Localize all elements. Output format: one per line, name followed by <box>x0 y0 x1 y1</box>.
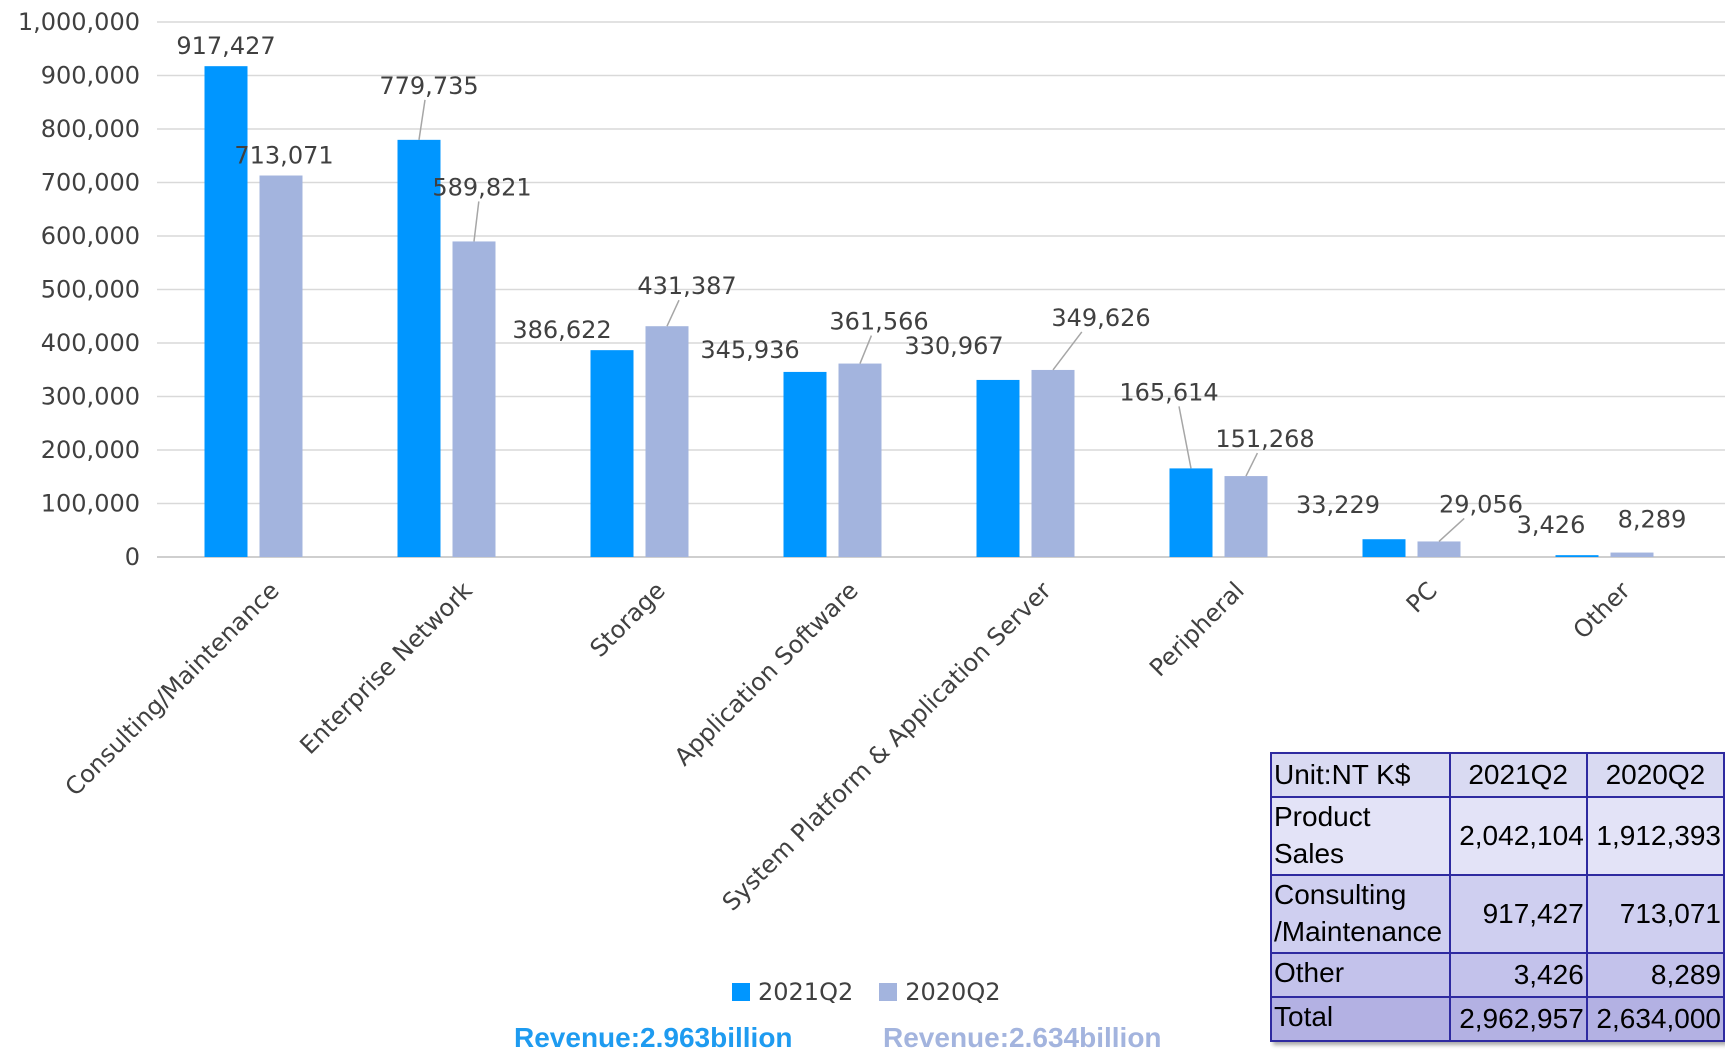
legend-swatch-2021 <box>732 983 750 1001</box>
data-label-2020Q2-6: 151,268 <box>1215 425 1314 453</box>
header-unit: Unit:NT K$ <box>1270 752 1451 798</box>
data-label-2021Q2-4: 345,936 <box>700 336 799 364</box>
row-label: Consulting /Maintenance <box>1270 874 1451 954</box>
bar-2021Q2-1 <box>204 66 248 558</box>
bar-2021Q2-7 <box>1362 539 1406 557</box>
y-tick-label: 800,000 <box>41 115 140 143</box>
data-label-2021Q2-5: 330,967 <box>904 332 1003 360</box>
summary-table: Unit:NT K$ 2021Q2 2020Q2 Product Sales 2… <box>1270 752 1725 1042</box>
data-labels: 917,427 713,071 779,735 589,821 386,622 431,3… <box>176 32 1687 543</box>
summary-row-consulting: Consulting /Maintenance 917,427 713,071 <box>1270 874 1725 954</box>
bar-2020Q2-1 <box>259 175 303 557</box>
y-tick-label: 600,000 <box>41 222 140 250</box>
gridlines <box>157 21 1725 558</box>
revenue-2020: Revenue:2.634billion <box>883 1022 1162 1053</box>
row-label: Other <box>1270 952 1451 998</box>
data-label-2020Q2-8: 8,289 <box>1618 506 1687 534</box>
y-tick-label: 0 <box>125 543 140 571</box>
y-tick-label: 700,000 <box>41 169 140 197</box>
data-label-2021Q2-7: 33,229 <box>1296 491 1380 519</box>
bar-2021Q2-5 <box>976 379 1020 557</box>
legend-label-2020: 2020Q2 <box>905 978 1001 1006</box>
data-label-2020Q2-2: 589,821 <box>432 173 531 201</box>
leader-line <box>666 299 680 327</box>
y-tick-label: 200,000 <box>41 436 140 464</box>
legend-item-2021: 2021Q2 <box>732 978 853 1006</box>
row-value-2020: 1,912,393 <box>1585 796 1725 876</box>
data-label-2020Q2-1: 713,071 <box>234 142 333 170</box>
y-tick-label: 900,000 <box>41 62 140 90</box>
bar-2021Q2-6 <box>1169 468 1213 557</box>
bar-2021Q2-4 <box>783 371 827 557</box>
header-2020: 2020Q2 <box>1585 752 1725 798</box>
bar-2020Q2-5 <box>1031 369 1075 557</box>
bar-2020Q2-4 <box>838 363 882 557</box>
revenue-2021: Revenue:2.963billion <box>514 1022 793 1053</box>
bar-2020Q2-6 <box>1224 476 1268 557</box>
data-label-2020Q2-7: 29,056 <box>1439 490 1523 518</box>
row-label: Product Sales <box>1270 796 1451 876</box>
bar-2020Q2-8 <box>1610 552 1654 557</box>
data-label-2021Q2-6: 165,614 <box>1119 378 1218 406</box>
leader-line <box>1178 406 1192 469</box>
summary-table-clip: Unit:NT K$ 2021Q2 2020Q2 Product Sales 2… <box>1270 750 1725 1055</box>
bar-2020Q2-3 <box>645 326 689 557</box>
leader-line <box>859 335 873 364</box>
data-label-2020Q2-5: 349,626 <box>1051 304 1150 332</box>
category-label-8: Other <box>1568 576 1636 644</box>
row-value-2020: 8,289 <box>1585 952 1725 998</box>
bar-2021Q2-8 <box>1555 555 1599 557</box>
leader-line <box>418 99 426 140</box>
leader-line <box>473 201 480 242</box>
legend: 2021Q2 2020Q2 <box>732 978 1001 1006</box>
summary-header-row: Unit:NT K$ 2021Q2 2020Q2 <box>1270 752 1725 798</box>
legend-item-2020: 2020Q2 <box>879 978 1001 1006</box>
summary-row-other: Other 3,426 8,289 <box>1270 952 1725 998</box>
category-label-4: Application Software <box>669 576 864 771</box>
bars <box>204 66 1654 558</box>
data-label-2021Q2-1: 917,427 <box>176 32 275 60</box>
row-value-2021: 2,042,104 <box>1448 796 1588 876</box>
category-label-3: Storage <box>585 576 671 662</box>
bar-2021Q2-2 <box>397 139 441 557</box>
header-2021: 2021Q2 <box>1448 752 1588 798</box>
row-label: Total <box>1270 996 1451 1042</box>
leader-line <box>1052 331 1083 371</box>
y-tick-label: 300,000 <box>41 383 140 411</box>
row-value-2020: 2,634,000 <box>1585 996 1725 1042</box>
row-value-2021: 2,962,957 <box>1448 996 1588 1042</box>
data-label-2020Q2-3: 431,387 <box>637 272 736 300</box>
leader-line <box>1438 517 1465 543</box>
leader-line <box>1245 452 1259 477</box>
summary-row-total: Total 2,962,957 2,634,000 <box>1270 996 1725 1042</box>
legend-swatch-2020 <box>879 983 898 1001</box>
data-label-2021Q2-2: 779,735 <box>379 72 478 100</box>
summary-row-product-sales: Product Sales 2,042,104 1,912,393 <box>1270 796 1725 876</box>
y-tick-label: 1,000,000 <box>18 8 140 36</box>
row-value-2021: 917,427 <box>1448 874 1588 954</box>
bar-2020Q2-2 <box>452 241 496 557</box>
y-tick-label: 100,000 <box>41 490 140 518</box>
y-tick-label: 500,000 <box>41 276 140 304</box>
y-axis: 0 100,000 200,000 300,000 400,000 500,000 600,… <box>18 8 140 571</box>
bar-2020Q2-7 <box>1417 541 1461 557</box>
row-value-2020: 713,071 <box>1585 874 1725 954</box>
data-label-2021Q2-3: 386,622 <box>512 316 611 344</box>
category-label-6: Peripheral <box>1144 576 1250 682</box>
bar-2021Q2-3 <box>590 350 634 557</box>
category-label-1: Consulting/Maintenance <box>60 576 285 801</box>
category-label-7: PC <box>1401 576 1443 618</box>
category-label-5: System Platform & Application Server <box>717 576 1057 916</box>
data-label-2021Q2-8: 3,426 <box>1517 511 1586 539</box>
category-label-2: Enterprise Network <box>294 576 477 759</box>
legend-label-2021: 2021Q2 <box>758 978 854 1006</box>
data-label-2020Q2-4: 361,566 <box>829 308 928 336</box>
y-tick-label: 400,000 <box>41 329 140 357</box>
row-value-2021: 3,426 <box>1448 952 1588 998</box>
